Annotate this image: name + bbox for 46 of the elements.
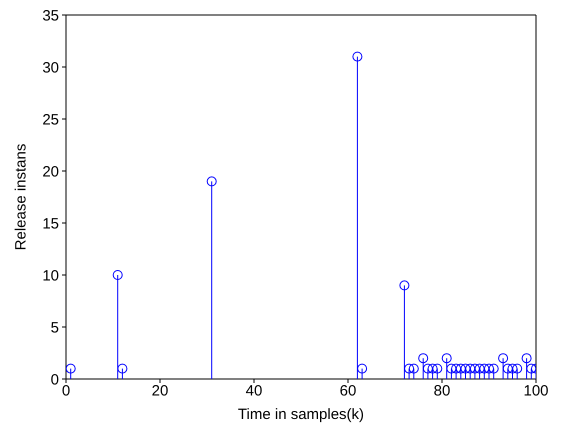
- point: [451, 364, 462, 374]
- point: [460, 364, 470, 374]
- point: [508, 364, 518, 374]
- y-tick-label: 25: [42, 111, 59, 128]
- point: [352, 52, 362, 62]
- y-tick-label: 10: [42, 267, 59, 284]
- point: [432, 364, 442, 374]
- point: [479, 364, 490, 374]
- point: [522, 353, 532, 364]
- x-tick-label: 60: [340, 382, 356, 400]
- point: [470, 364, 480, 374]
- point: [446, 364, 456, 374]
- y-tick-label: 35: [42, 7, 59, 24]
- point: [512, 364, 522, 374]
- y-tick-label: 20: [42, 163, 59, 180]
- point: [422, 364, 433, 374]
- y-tick-label: 15: [42, 215, 59, 232]
- point: [404, 364, 414, 374]
- point: [488, 364, 499, 374]
- point: [474, 364, 485, 374]
- point: [117, 364, 128, 374]
- point: [465, 364, 476, 374]
- point: [484, 364, 494, 374]
- x-tick-label: 0: [62, 382, 70, 400]
- point: [206, 176, 217, 186]
- y-tick-label: 0: [50, 371, 59, 388]
- x-tick-label: 100: [523, 382, 549, 400]
- point: [502, 364, 513, 374]
- point: [418, 353, 428, 364]
- y-tick-label: 30: [42, 59, 59, 76]
- x-tick-label: 40: [246, 382, 262, 400]
- point: [408, 364, 419, 374]
- x-tick-label: 80: [434, 382, 450, 400]
- point: [526, 364, 536, 374]
- point: [456, 364, 466, 374]
- point: [399, 280, 410, 290]
- point: [442, 353, 452, 364]
- x-tick-label: 20: [152, 382, 168, 400]
- point: [112, 270, 123, 280]
- y-tick-label: 5: [50, 319, 59, 336]
- point: [428, 364, 438, 374]
- x-axis-title: Time in samples(k): [238, 406, 364, 423]
- y-axis-title: Release instans: [12, 144, 30, 250]
- point: [357, 364, 368, 374]
- point: [66, 364, 76, 374]
- point: [498, 353, 508, 364]
